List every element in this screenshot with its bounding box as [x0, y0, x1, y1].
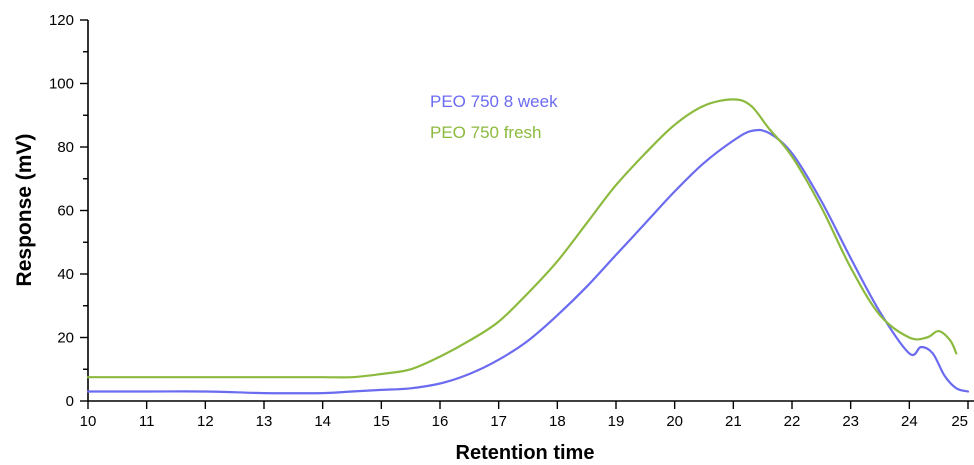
- y-tick-label: 120: [49, 12, 74, 29]
- y-axis-ticks: 0 20 40 60 80 100 120: [49, 12, 88, 410]
- y-axis-title: Response (mV): [13, 134, 36, 287]
- x-tick-label: 12: [197, 413, 214, 430]
- x-tick-label: 11: [139, 413, 155, 430]
- x-tick-label: 10: [80, 413, 97, 430]
- y-tick-label: 80: [57, 139, 74, 156]
- y-tick-label: 60: [57, 203, 74, 220]
- x-axis-title: Retention time: [456, 442, 595, 464]
- x-tick-label: 13: [256, 413, 273, 430]
- x-tick-label: 22: [784, 413, 801, 430]
- x-tick-label: 16: [432, 413, 449, 430]
- y-tick-label: 100: [49, 76, 74, 93]
- legend-entry-fresh: PEO 750 fresh: [430, 123, 542, 142]
- series-line-8-week: [86, 128, 970, 395]
- x-tick-label: 20: [666, 413, 683, 430]
- y-tick-label: 20: [57, 330, 74, 347]
- x-tick-label: 15: [373, 413, 390, 430]
- x-tick-label: 25: [951, 413, 968, 430]
- x-tick-label: 18: [549, 413, 566, 430]
- x-tick-label: 23: [842, 413, 859, 430]
- x-axis-ticks: 10 11 12 13 14 15 16 17 18 19 20 21 22 23 24 25: [80, 401, 969, 430]
- y-tick-label: 40: [57, 266, 74, 283]
- x-tick-label: 19: [608, 413, 625, 430]
- series-line-fresh: [86, 98, 958, 379]
- x-tick-label: 14: [314, 413, 331, 430]
- legend-entry-8-week: PEO 750 8 week: [430, 92, 558, 111]
- y-tick-label: 0: [66, 393, 74, 410]
- series-layer: [86, 98, 970, 395]
- x-tick-label: 17: [490, 413, 507, 430]
- x-tick-label: 21: [725, 413, 742, 430]
- x-tick-label: 24: [901, 413, 918, 430]
